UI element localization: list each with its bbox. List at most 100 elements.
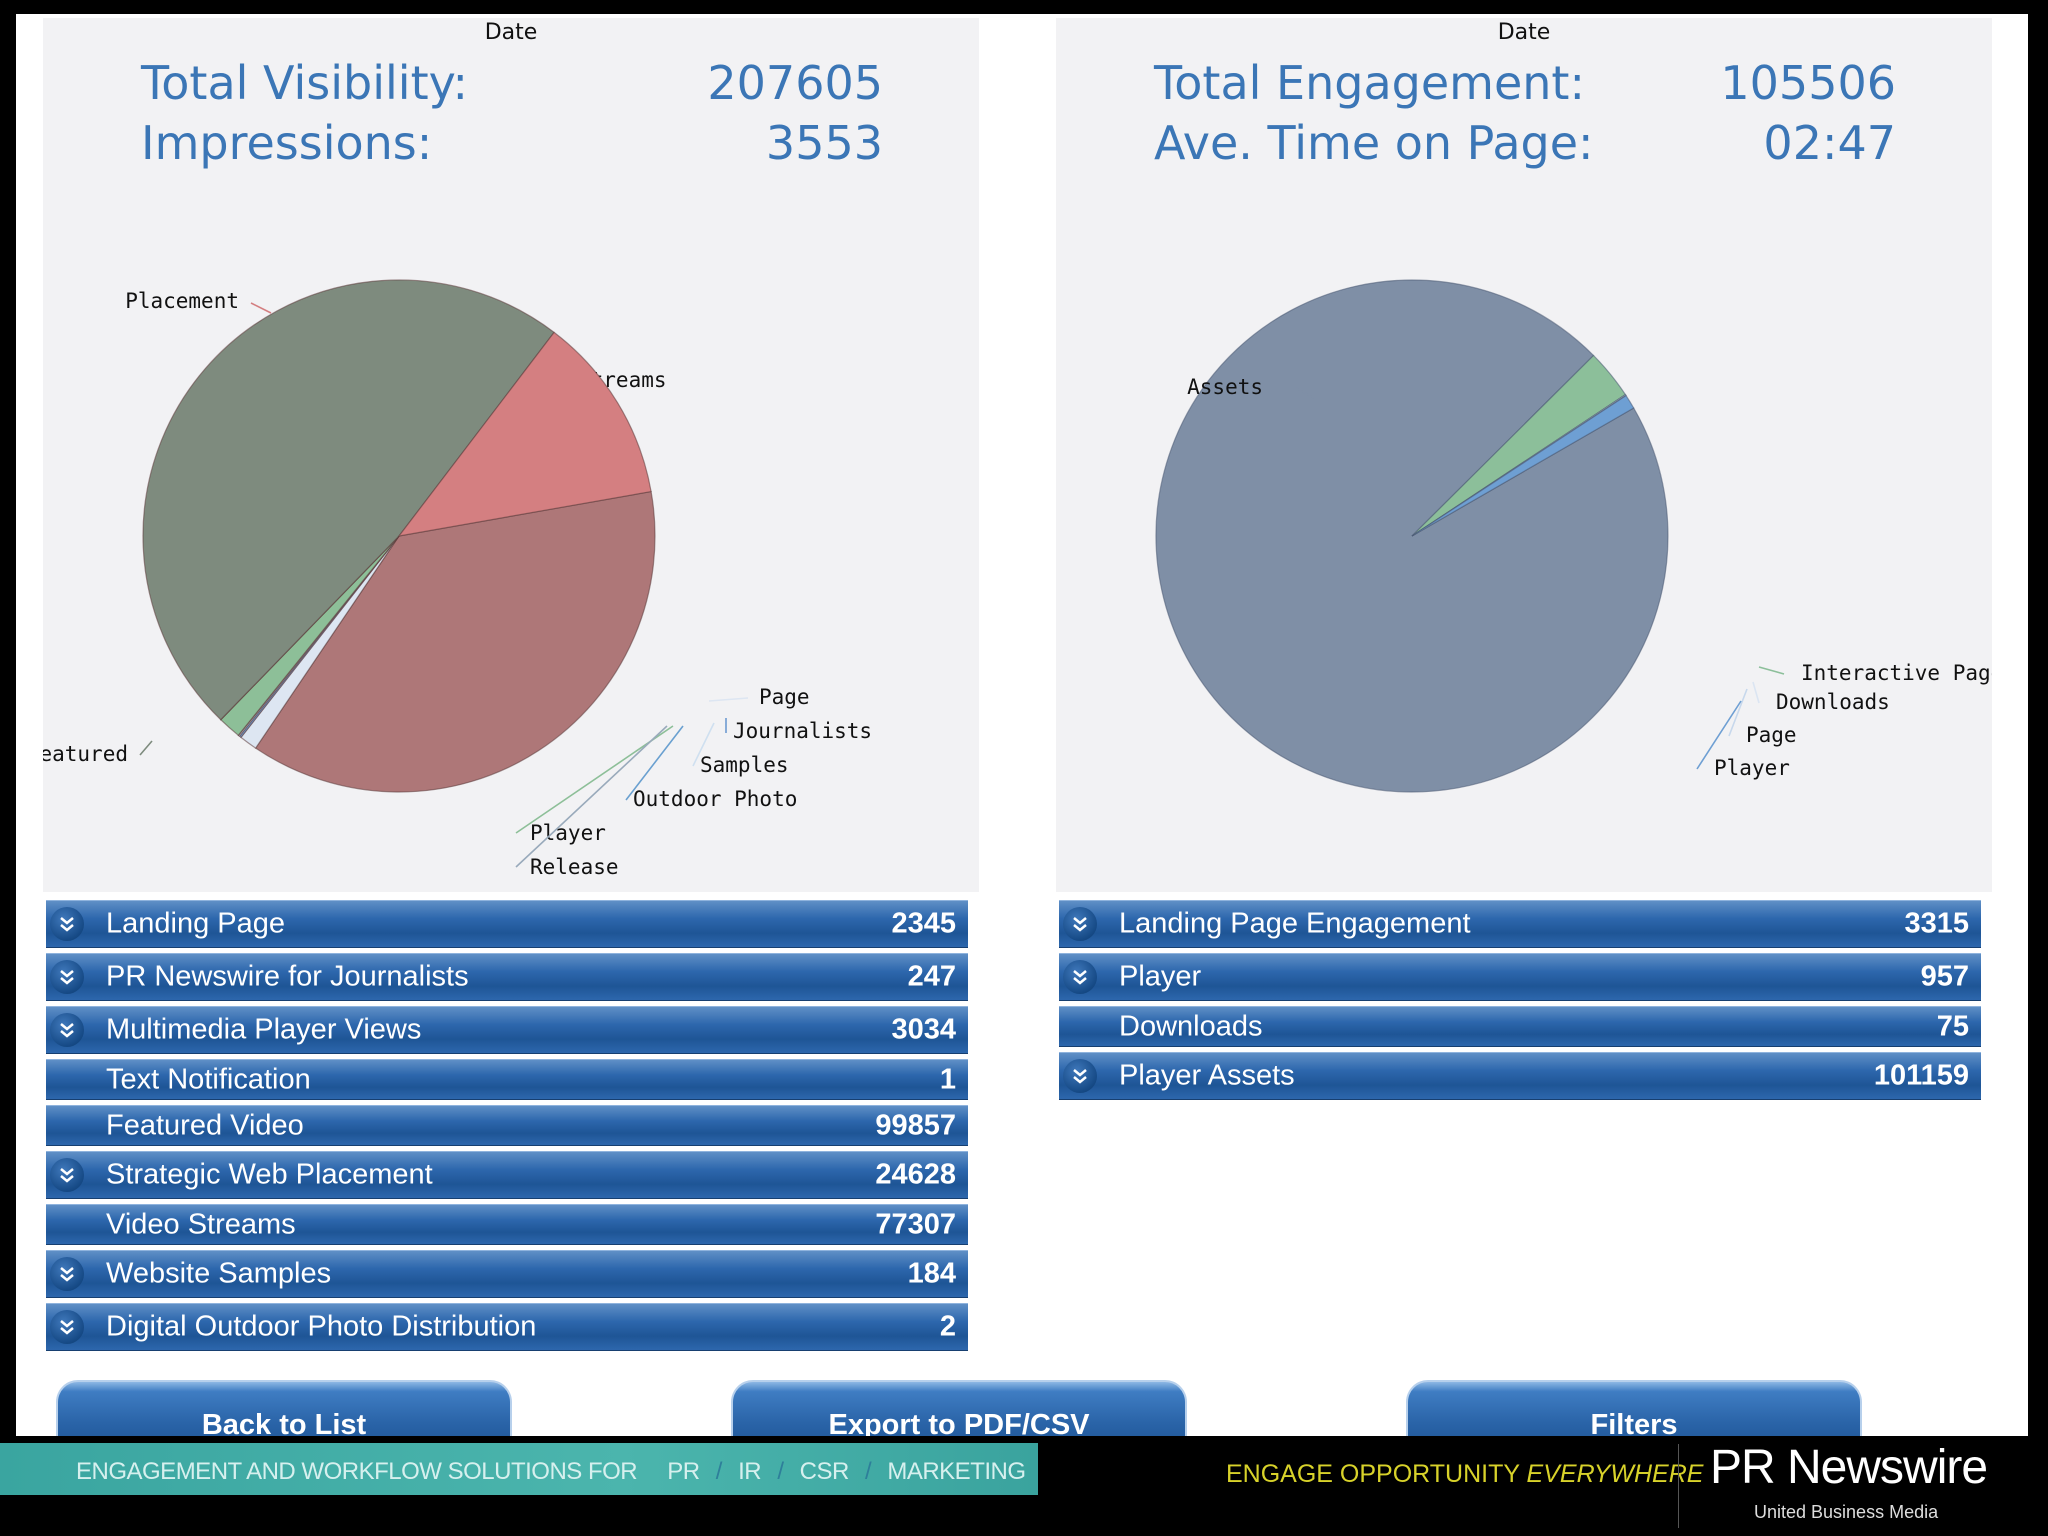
row-label: Text Notification [106, 1063, 311, 1095]
stat-value: 207605 [707, 56, 883, 110]
leader-line [708, 697, 749, 702]
impressions-stat: Impressions: 3553 [141, 116, 883, 176]
row-value: 75 [1936, 1010, 1969, 1042]
pie-label-outdoor-photo: Outdoor Photo [633, 787, 797, 811]
engagement-pie-chart: Assets Interactive Page \ Downloads Page Pla… [1155, 279, 1992, 793]
stat-label: Total Engagement: [1154, 56, 1585, 110]
total-engagement-stat: Total Engagement: 105506 [1154, 56, 1896, 116]
pr-newswire-logo: PR Newswire [1710, 1441, 1988, 1494]
stat-label: Impressions: [141, 116, 433, 170]
avg-time-stat: Ave. Time on Page: 02:47 [1154, 116, 1896, 176]
tagline-emphasis: EVERYWHERE [1526, 1460, 1704, 1488]
leader-line [1728, 688, 1748, 737]
row-value: 3034 [891, 1013, 956, 1046]
row-value: 184 [907, 1257, 956, 1290]
pie-label-page: Page [1746, 723, 1797, 747]
expand-chevron-icon[interactable] [50, 960, 84, 994]
breakdown-row-multimedia-player-views[interactable]: Multimedia Player Views 3034 [46, 1006, 968, 1054]
expand-chevron-icon[interactable] [1063, 1059, 1097, 1093]
pie-label-interactive-page: Interactive Page \ [1801, 661, 1992, 685]
leader-line [139, 740, 153, 756]
ubm-sublogo: United Business Media [1754, 1502, 1939, 1522]
pie-slice-featured[interactable] [142, 279, 555, 721]
pie-label-assets: Assets [1187, 375, 1263, 399]
visibility-breakdown-list: Landing Page 2345 PR Newswire for Journali… [46, 900, 968, 1356]
breakdown-row-player[interactable]: Player 957 [1059, 953, 1981, 1001]
row-value: 3315 [1904, 907, 1969, 940]
segment-pr: PR [667, 1458, 700, 1485]
row-value: 957 [1920, 960, 1969, 993]
segment-ir: IR [738, 1458, 762, 1485]
row-label: Multimedia Player Views [106, 1013, 422, 1046]
row-label: Downloads [1119, 1010, 1263, 1042]
breakdown-row-digital-outdoor-photo-distribution[interactable]: Digital Outdoor Photo Distribution 2 [46, 1303, 968, 1351]
dashboard-page: Date Total Visibility: 207605 Impression… [16, 14, 2028, 1436]
row-label: Strategic Web Placement [106, 1158, 433, 1191]
leader-line [1696, 700, 1742, 770]
solutions-label: ENGAGEMENT AND WORKFLOW SOLUTIONS FOR [76, 1458, 638, 1485]
segment-marketing: MARKETING [887, 1458, 1026, 1485]
segment-csr: CSR [799, 1458, 850, 1485]
stat-value: 3553 [765, 116, 883, 170]
filters-button[interactable]: Filters [1406, 1380, 1862, 1436]
row-value: 77307 [875, 1208, 956, 1240]
row-value: 1 [939, 1063, 956, 1095]
breakdown-row-player-assets[interactable]: Player Assets 101159 [1059, 1052, 1981, 1100]
pie-label-player: Player [530, 821, 606, 845]
pie-slice-placement[interactable] [397, 331, 652, 537]
tagline-main: ENGAGE OPPORTUNITY [1226, 1460, 1520, 1488]
pie-label-samples: Samples [700, 753, 789, 777]
leader-line [625, 725, 684, 801]
row-value: 101159 [1873, 1059, 1969, 1092]
leader-line [250, 302, 272, 314]
solutions-text: ENGAGEMENT AND WORKFLOW SOLUTIONS FOR PR… [76, 1458, 1026, 1485]
row-label: PR Newswire for Journalists [106, 960, 469, 993]
pie-label-page: Page [759, 685, 810, 709]
expand-chevron-icon[interactable] [50, 1257, 84, 1291]
pie-label-journalists: Journalists [733, 719, 872, 743]
leader-line [1295, 387, 1315, 399]
pie-slice-player[interactable] [1411, 394, 1635, 537]
visibility-panel: Date Total Visibility: 207605 Impression… [43, 18, 979, 892]
pie-slice-streams[interactable] [254, 490, 656, 793]
solutions-strip [0, 1443, 1038, 1495]
row-value: 2345 [891, 907, 956, 940]
breakdown-row-video-streams[interactable]: Video Streams 77307 [46, 1204, 968, 1245]
expand-chevron-icon[interactable] [50, 1013, 84, 1047]
stat-label: Total Visibility: [141, 56, 468, 110]
engagement-breakdown-list: Landing Page Engagement 3315 Player 957 Down… [1059, 900, 1981, 1105]
expand-chevron-icon[interactable] [50, 1310, 84, 1344]
breakdown-row-website-samples[interactable]: Website Samples 184 [46, 1250, 968, 1298]
row-label: Digital Outdoor Photo Distribution [106, 1310, 537, 1343]
date-label: Date [1497, 20, 1551, 45]
footer-banner: ENGAGEMENT AND WORKFLOW SOLUTIONS FOR PR… [0, 1436, 2048, 1536]
breakdown-row-pr-newswire-for-journalists[interactable]: PR Newswire for Journalists 247 [46, 953, 968, 1001]
pie-label-featured: Featured [43, 742, 128, 766]
stat-value: 105506 [1720, 56, 1896, 110]
breakdown-row-landing-page-engagement[interactable]: Landing Page Engagement 3315 [1059, 900, 1981, 948]
pie-label-downloads: Downloads [1776, 690, 1890, 714]
breakdown-row-landing-page[interactable]: Landing Page 2345 [46, 900, 968, 948]
expand-chevron-icon[interactable] [50, 907, 84, 941]
row-label: Landing Page [106, 907, 285, 940]
row-value: 24628 [875, 1158, 956, 1191]
pie-label-placement: Placement [125, 289, 239, 313]
row-label: Featured Video [106, 1109, 304, 1141]
row-label: Player Assets [1119, 1059, 1295, 1092]
breakdown-row-strategic-web-placement[interactable]: Strategic Web Placement 24628 [46, 1151, 968, 1199]
breakdown-row-downloads[interactable]: Downloads 75 [1059, 1006, 1981, 1047]
leader-line [515, 725, 668, 868]
expand-chevron-icon[interactable] [1063, 907, 1097, 941]
back-to-list-button[interactable]: Back to List [56, 1380, 512, 1436]
leader-line [1752, 681, 1760, 704]
row-value: 99857 [875, 1109, 956, 1141]
tagline: ENGAGE OPPORTUNITY EVERYWHERE [1226, 1460, 1703, 1489]
breakdown-row-text-notification[interactable]: Text Notification 1 [46, 1059, 968, 1100]
stat-value: 02:47 [1763, 116, 1896, 170]
row-label: Landing Page Engagement [1119, 907, 1471, 940]
expand-chevron-icon[interactable] [1063, 960, 1097, 994]
export-pdf-csv-button[interactable]: Export to PDF/CSV [731, 1380, 1187, 1436]
expand-chevron-icon[interactable] [50, 1158, 84, 1192]
breakdown-row-featured-video[interactable]: Featured Video 99857 [46, 1105, 968, 1146]
